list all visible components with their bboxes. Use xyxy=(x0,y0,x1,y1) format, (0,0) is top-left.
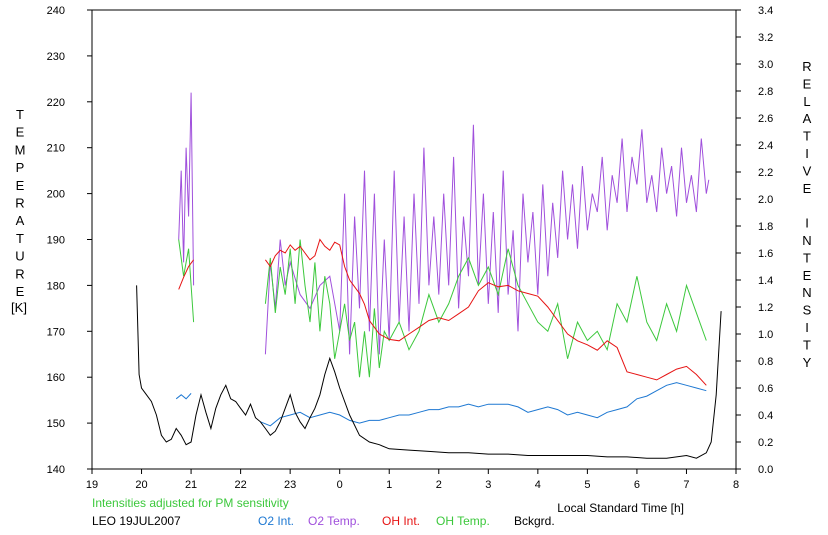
y-left-tick-label: 190 xyxy=(47,235,65,247)
station-date: LEO 19JUL2007 xyxy=(92,514,181,528)
legend-oh-temp: OH Temp. xyxy=(436,514,490,528)
y-right-tick-label: 1.8 xyxy=(758,221,773,233)
oh-temp-line xyxy=(178,239,707,378)
y-left-tick-label: 200 xyxy=(47,189,65,201)
y-axis-left-letter: E xyxy=(16,284,25,299)
y-axis-left-letter: A xyxy=(16,213,25,228)
y-left-tick-label: 140 xyxy=(47,464,65,476)
y-right-tick-label: 3.2 xyxy=(758,32,773,44)
x-tick-label: 8 xyxy=(733,479,739,491)
x-tick-label: 7 xyxy=(683,479,689,491)
x-tick-label: 4 xyxy=(535,479,541,491)
y-axis-right-letter: S xyxy=(803,303,812,318)
y-axis-right-letter: T xyxy=(803,250,811,265)
y-axis-right: 0.0 0.2 0.4 0.6 0.8 1.0 1.2 1.4 1.6 1.8 2.0 2.2 2.4 2… xyxy=(736,5,773,476)
x-tick-label: 20 xyxy=(135,479,147,491)
y-axis-left-letter: P xyxy=(16,160,25,175)
y-right-tick-label: 0.0 xyxy=(758,464,773,476)
y-axis-left-letter: U xyxy=(15,249,24,264)
y-left-tick-label: 170 xyxy=(47,326,65,338)
x-tick-label: 2 xyxy=(436,479,442,491)
x-axis: 19 20 21 22 23 0 1 2 3 4 5 6 7 8 xyxy=(86,469,739,491)
y-axis-right-letter: E xyxy=(803,181,812,196)
y-right-tick-label: 1.4 xyxy=(758,275,773,287)
y-left-tick-label: 230 xyxy=(47,51,65,63)
y-axis-right-letter: T xyxy=(803,337,811,352)
x-axis-label: Local Standard Time [h] xyxy=(557,501,684,515)
x-tick-label: 23 xyxy=(284,479,296,491)
y-right-tick-label: 3.4 xyxy=(758,5,773,17)
y-axis-left-unit: [K] xyxy=(11,300,27,315)
y-axis-left-letter: M xyxy=(15,142,26,157)
y-left-tick-label: 180 xyxy=(47,280,65,292)
y-axis-right-letter: N xyxy=(802,233,811,248)
y-right-tick-label: 1.6 xyxy=(758,248,773,260)
y-left-tick-label: 240 xyxy=(47,5,65,17)
y-axis-right-letter: I xyxy=(805,216,809,231)
y-right-tick-label: 0.8 xyxy=(758,356,773,368)
x-tick-label: 0 xyxy=(337,479,343,491)
y-axis-left-letter: R xyxy=(15,196,24,211)
y-axis-right-letter: T xyxy=(803,129,811,144)
legend-o2-int: O2 Int. xyxy=(258,514,294,528)
y-axis-right-letter: I xyxy=(805,146,809,161)
x-tick-label: 3 xyxy=(485,479,491,491)
y-left-tick-label: 210 xyxy=(47,143,65,155)
y-axis-right-letter: I xyxy=(805,320,809,335)
x-tick-label: 19 xyxy=(86,479,98,491)
y-right-tick-label: 2.6 xyxy=(758,113,773,125)
y-right-tick-label: 2.8 xyxy=(758,86,773,98)
y-axis-right-letter: N xyxy=(802,285,811,300)
x-tick-label: 21 xyxy=(185,479,197,491)
o2-temp-line xyxy=(178,92,710,355)
y-axis-left-letter: R xyxy=(15,266,24,281)
y-axis-right-letter: A xyxy=(803,111,812,126)
y-right-tick-label: 1.0 xyxy=(758,329,773,341)
y-right-tick-label: 2.4 xyxy=(758,140,773,152)
y-right-tick-label: 0.2 xyxy=(758,437,773,449)
x-tick-label: 22 xyxy=(234,479,246,491)
legend-o2-temp: O2 Temp. xyxy=(308,514,360,528)
y-right-tick-label: 2.0 xyxy=(758,194,773,206)
y-axis-left: 140 150 160 170 180 190 200 210 220 230 240 xyxy=(47,5,92,476)
plot-frame xyxy=(91,9,737,470)
y-right-tick-label: 3.0 xyxy=(758,59,773,71)
y-right-tick-label: 0.6 xyxy=(758,383,773,395)
y-axis-right-letter: V xyxy=(803,163,812,178)
y-axis-left-letter: T xyxy=(16,107,24,122)
y-right-tick-label: 2.2 xyxy=(758,167,773,179)
o2-int-line xyxy=(175,382,707,427)
y-left-tick-label: 150 xyxy=(47,418,65,430)
y-axis-right-letter: E xyxy=(803,76,812,91)
legend-bckgrd: Bckgrd. xyxy=(514,514,555,528)
y-axis-right-letter: E xyxy=(803,268,812,283)
legend-oh-int: OH Int. xyxy=(382,514,420,528)
series-group xyxy=(136,92,722,459)
y-right-tick-label: 0.4 xyxy=(758,410,773,422)
oh-int-line xyxy=(178,238,707,386)
legend: O2 Int. O2 Temp. OH Int. OH Temp. Bckgrd. xyxy=(258,514,555,528)
y-axis-left-letter: E xyxy=(16,178,25,193)
x-tick-label: 5 xyxy=(584,479,590,491)
x-tick-label: 6 xyxy=(634,479,640,491)
y-axis-right-letter: Y xyxy=(803,355,812,370)
y-axis-right-letter: L xyxy=(803,94,810,109)
y-right-tick-label: 1.2 xyxy=(758,302,773,314)
y-axis-left-letter: E xyxy=(16,125,25,140)
y-left-tick-label: 160 xyxy=(47,372,65,384)
y-axis-right-letter: R xyxy=(802,59,811,74)
y-axis-left-letter: T xyxy=(16,231,24,246)
x-tick-label: 1 xyxy=(386,479,392,491)
bckgrd-line xyxy=(136,285,722,459)
adjustment-note: Intensities adjusted for PM sensitivity xyxy=(92,496,289,510)
y-left-tick-label: 220 xyxy=(47,97,65,109)
